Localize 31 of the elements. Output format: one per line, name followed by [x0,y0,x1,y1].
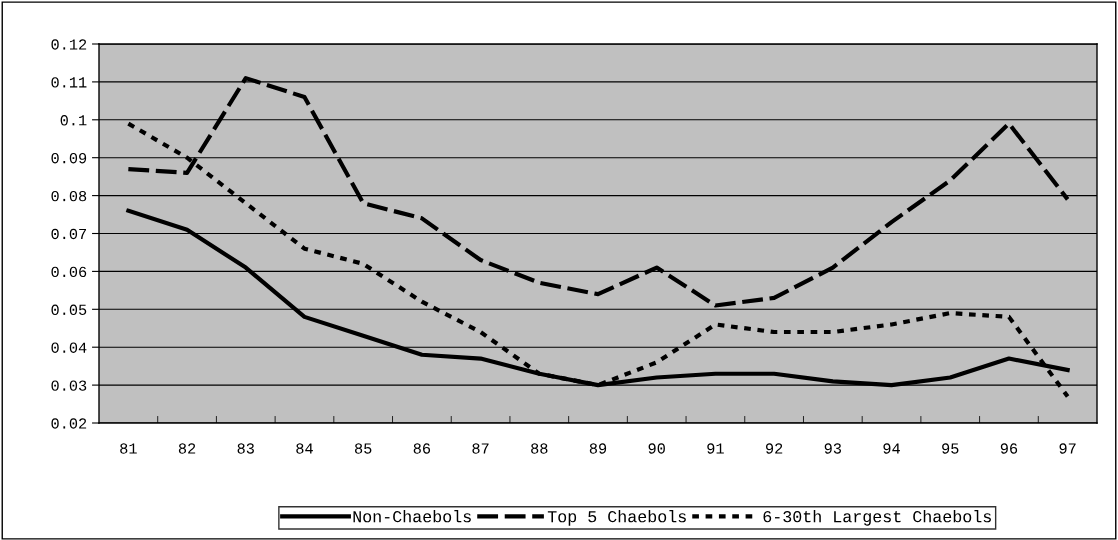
x-tick-label: 87 [472,443,489,454]
y-tick-label: 0.02 [51,418,87,429]
x-tick-label: 88 [531,443,548,454]
x-tick-label: 89 [589,443,607,454]
y-tick-label: 0.08 [51,190,87,202]
legend-label: Non-Chaebols [353,510,471,523]
x-tick-label: 86 [413,443,431,454]
y-tick-label: 0.1 [60,115,87,126]
x-tick-label: 96 [1000,443,1018,454]
y-tick-label: 0.12 [51,39,87,50]
y-tick-label: 0.07 [51,228,86,240]
x-tick-label: 90 [648,443,665,454]
x-tick-label: 91 [707,443,724,454]
legend-label: Top 5 Chaebols [547,510,686,526]
x-tick-label: 93 [824,443,842,454]
y-tick-label: 0.11 [51,77,87,88]
y-tick-label: 0.05 [51,304,87,315]
legend-label: 6-30th Largest Chaebols [763,510,991,526]
y-tick-label: 0.09 [51,153,87,164]
y-tick-label: 0.03 [51,380,87,391]
y-tick-label: 0.06 [51,266,87,278]
x-tick-label: 92 [766,443,783,454]
x-tick-label: 97 [1059,443,1076,454]
x-tick-label: 94 [883,443,900,454]
x-tick-label: 82 [178,443,196,454]
x-tick-label: 85 [355,443,372,454]
x-tick-label: 81 [120,443,137,454]
x-tick-label: 83 [237,443,254,454]
x-tick-label: 84 [296,443,313,454]
y-tick-label: 0.04 [51,342,87,353]
x-tick-label: 95 [942,443,959,454]
